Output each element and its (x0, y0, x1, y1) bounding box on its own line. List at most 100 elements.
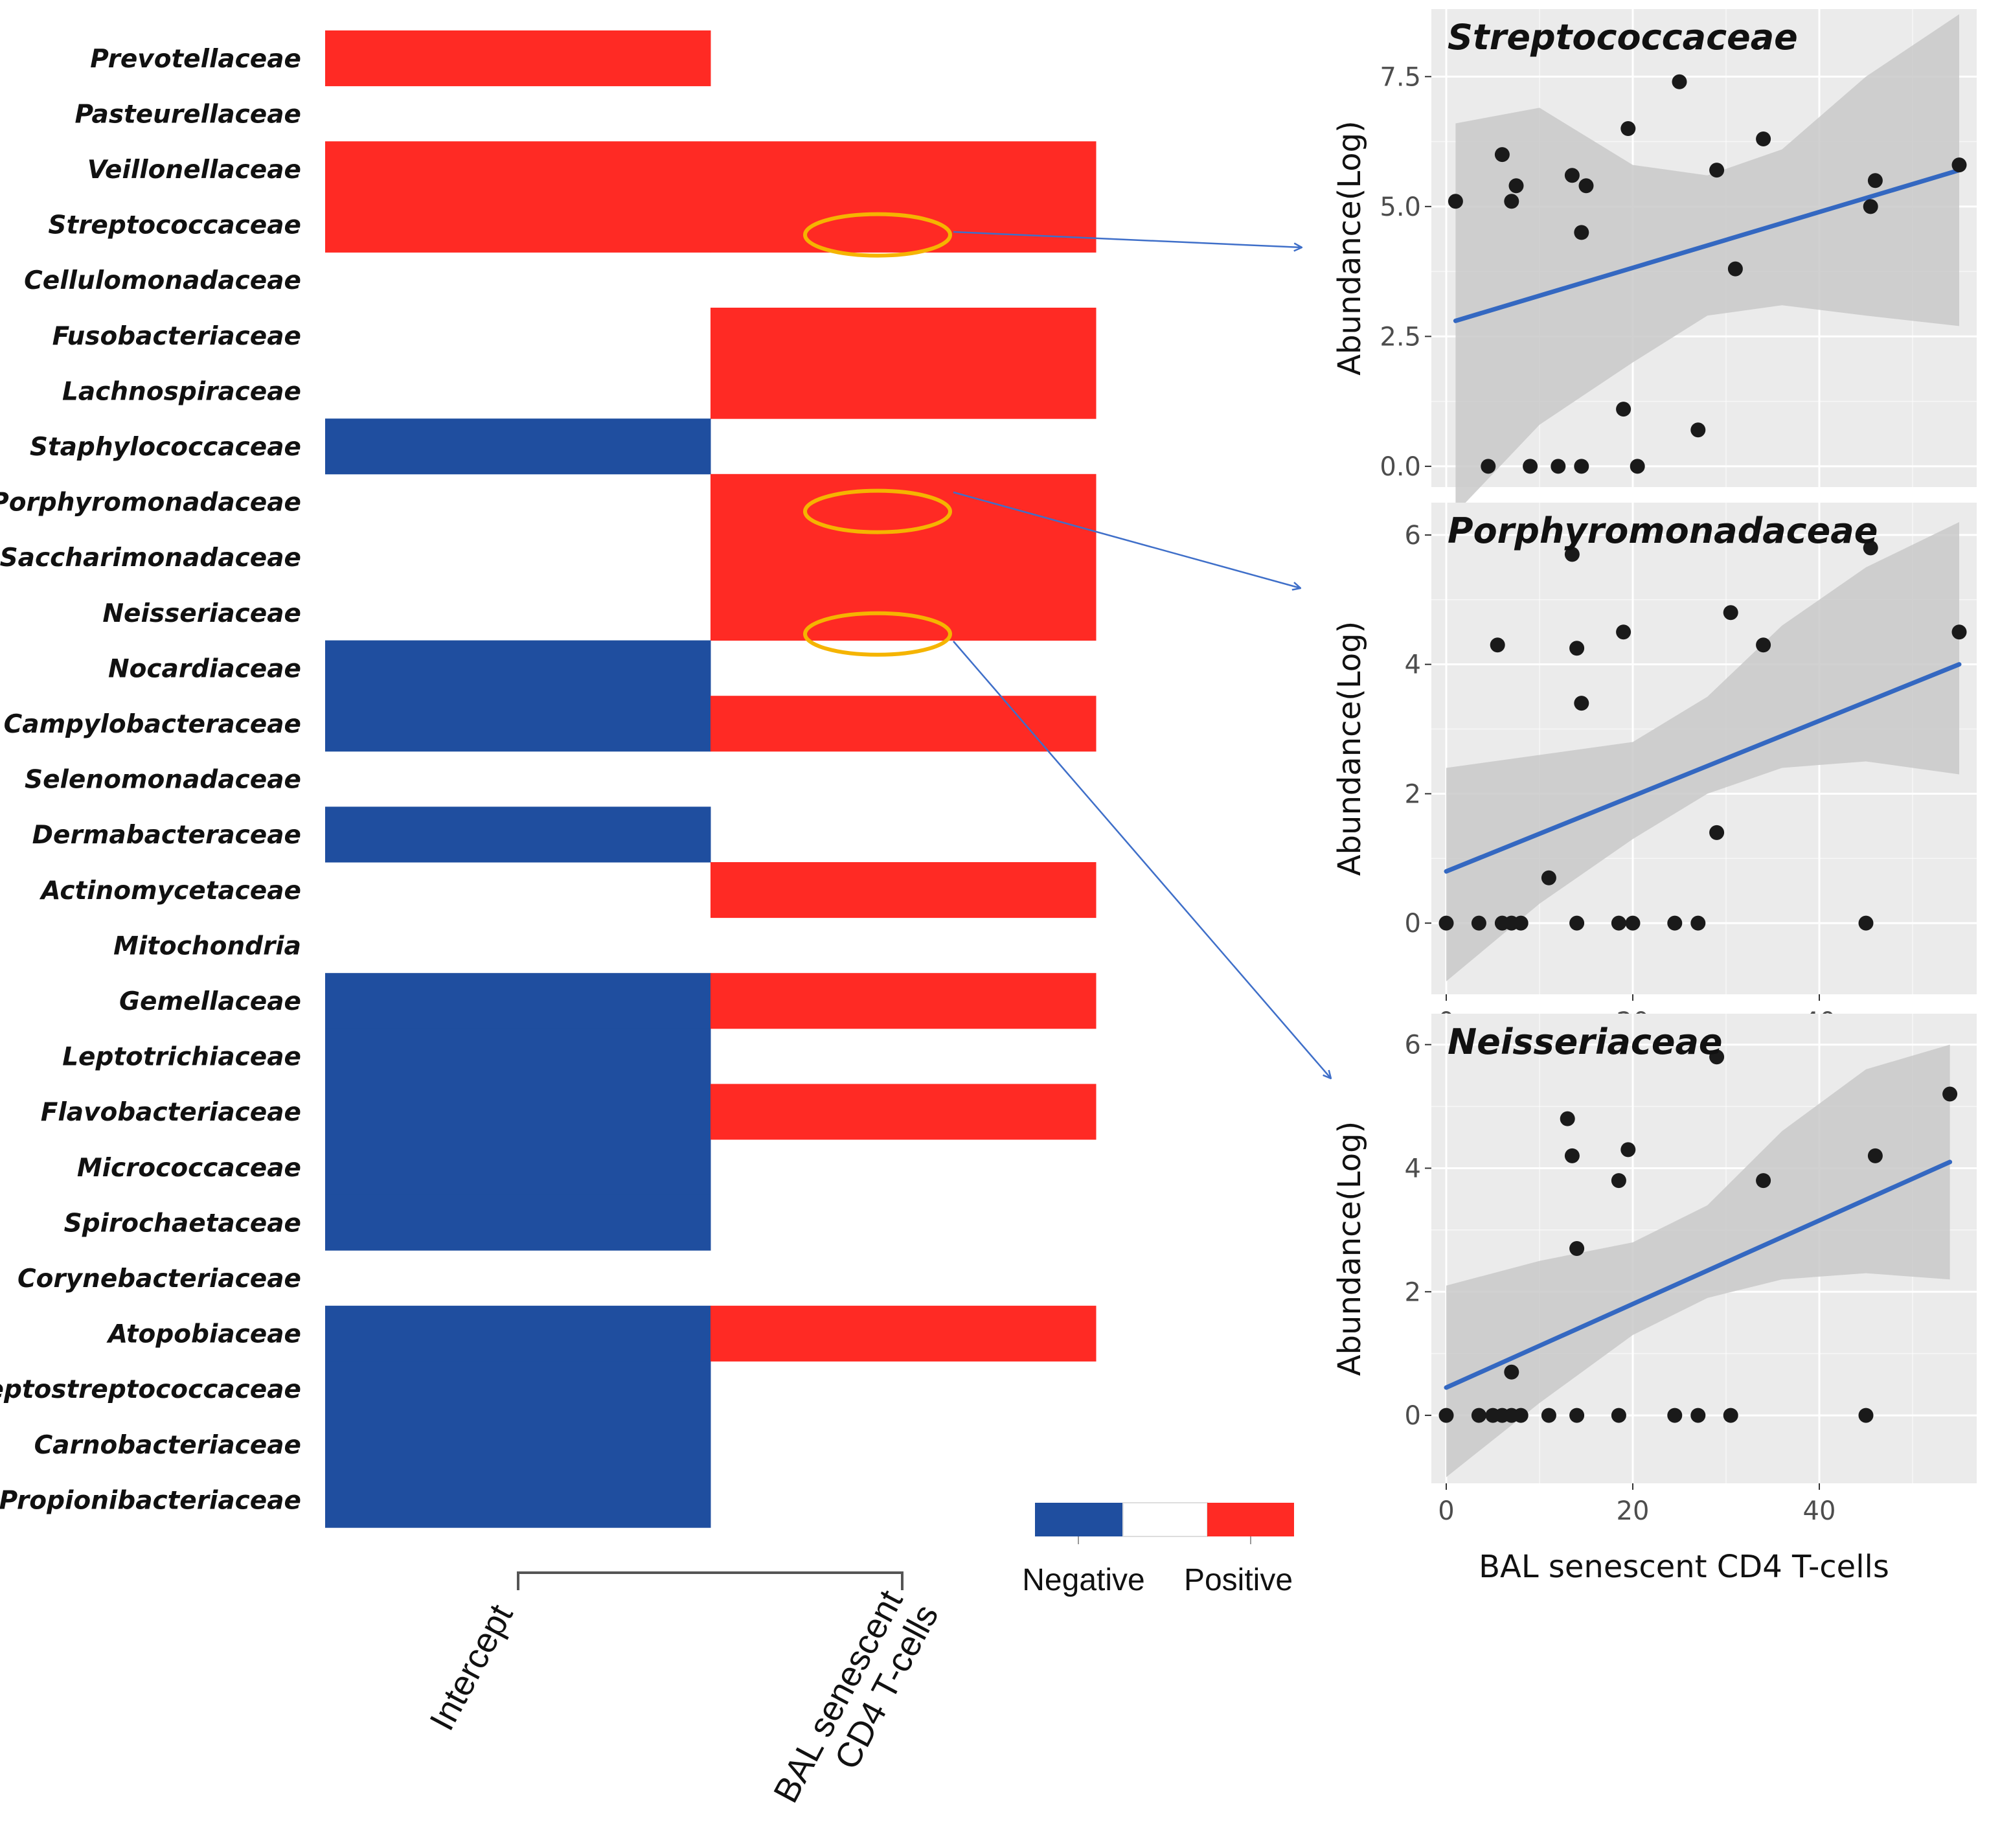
cell-campylobacteraceae-intercept (325, 696, 711, 752)
data-point (1551, 459, 1566, 474)
arrow-streptococcaceae (953, 231, 1302, 247)
cell-gemellaceae-intercept (325, 973, 711, 1029)
data-point (1578, 178, 1594, 194)
data-point (1667, 1408, 1683, 1423)
cell-flavobacteriaceae-bal (710, 1084, 1097, 1140)
family-label-propionibacteriaceae: Propionibacteriaceae (0, 1486, 301, 1515)
cell-nocardiaceae-intercept (325, 640, 711, 696)
data-point (1560, 1111, 1575, 1126)
cell-lachnospiraceae-bal (710, 363, 1097, 419)
data-point (1942, 1086, 1958, 1102)
data-point (1541, 1408, 1556, 1423)
panel-streptococcaceae: 0.0 2.5 5.0 7.5 Streptococcaceae Abundance(Lo… (1332, 9, 1977, 514)
family-label-selenomonadaceae: Selenomonadaceae (25, 766, 301, 795)
family-label-atopobiaceae: Atopobiaceae (106, 1320, 301, 1349)
data-point (1690, 1408, 1706, 1423)
data-point (1690, 422, 1706, 438)
data-point (1611, 1408, 1626, 1423)
data-point (1863, 540, 1878, 556)
data-point (1481, 459, 1496, 474)
family-label-actinomycetaceae: Actinomycetaceae (39, 876, 301, 906)
data-point (1951, 624, 1967, 640)
data-point (1727, 261, 1743, 277)
cell-streptococcaceae-intercept (325, 196, 711, 253)
panel-title: Porphyromonadaceae (1448, 510, 1878, 551)
data-point (1630, 459, 1645, 474)
cell-veillonellaceae-intercept (325, 141, 711, 198)
data-point (1438, 915, 1454, 931)
data-point (1574, 696, 1589, 711)
data-point (1564, 1148, 1580, 1163)
data-point (1756, 131, 1771, 147)
confidence-band (1446, 1044, 1950, 1477)
data-point (1448, 194, 1463, 209)
family-label-veillonellaceae: Veillonellaceae (87, 155, 301, 185)
confidence-band (1446, 521, 1959, 982)
y-tick-label: 5.0 (1380, 192, 1421, 222)
data-point (1541, 870, 1556, 885)
data-point (1690, 915, 1706, 931)
family-label-porphyromonadaceae: Porphyromonadaceae (0, 488, 301, 518)
family-label-lachnospiraceae: Lachnospiraceae (62, 377, 301, 406)
y-axis-label: Abundance(Log) (1332, 1121, 1368, 1376)
legend-swatch-neutral (1122, 1502, 1208, 1537)
cell-actinomycetaceae-bal (710, 862, 1097, 918)
highlight-neisseriaceae (803, 611, 952, 657)
y-tick-label: 0 (1405, 909, 1421, 939)
x-tick-label: 0 (1438, 1496, 1454, 1526)
data-point (1723, 605, 1738, 621)
cell-carnobacteriaceae-intercept (325, 1417, 711, 1473)
color-legend: Negative Positive (1022, 1502, 1294, 1597)
data-point (1611, 1173, 1626, 1189)
regression-line (1444, 662, 1962, 874)
family-label-leptotrichiaceae: Leptotrichiaceae (62, 1043, 301, 1072)
scatter-panels: 0.0 2.5 5.0 7.5 Streptococcaceae Abundance(Lo… (1332, 9, 1977, 1526)
data-point (1569, 1408, 1585, 1423)
y-tick-label: 6 (1405, 1031, 1421, 1060)
data-point (1858, 1408, 1874, 1423)
cell-micrococcaceae-intercept (325, 1139, 711, 1196)
legend-swatch-positive (1207, 1503, 1294, 1536)
family-label-pasteurellaceae: Pasteurellaceae (74, 100, 301, 129)
y-tick-label: 0.0 (1380, 452, 1421, 482)
data-point (1438, 1408, 1454, 1423)
data-point (1574, 225, 1589, 240)
data-point (1709, 825, 1725, 840)
data-point (1709, 1049, 1725, 1065)
panel-title: Neisseriaceae (1448, 1021, 1723, 1062)
data-point (1490, 637, 1505, 653)
data-point (1513, 1408, 1529, 1423)
x-tick-label: 20 (1617, 1496, 1650, 1526)
column-axis: Intercept BAL senescent CD4 T-cells (422, 1571, 946, 1809)
connector-arrows (953, 231, 1331, 1078)
data-point (1523, 459, 1538, 474)
data-point (1667, 915, 1683, 931)
data-point (1858, 915, 1874, 931)
cell-prevotellaceae-intercept (325, 30, 711, 87)
data-point (1616, 624, 1631, 640)
family-label-staphylococcaceae: Staphylococcaceae (30, 433, 301, 462)
cell-campylobacteraceae-bal (710, 696, 1097, 752)
family-label-peptostreptococcaceae: Peptostreptococcaceae (0, 1375, 301, 1404)
data-point (1471, 915, 1486, 931)
y-tick-label: 4 (1405, 1154, 1421, 1183)
family-labels: Prevotellaceae Pasteurellaceae Veillonella… (0, 45, 301, 1516)
data-point (1756, 637, 1771, 653)
data-point (1504, 1364, 1519, 1380)
column-label-intercept: Intercept (422, 1598, 521, 1737)
confidence-band (1455, 14, 1959, 514)
y-tick-label: 0 (1405, 1401, 1421, 1431)
family-label-fusobacteriaceae: Fusobacteriaceae (52, 322, 301, 351)
y-tick-label: 2 (1405, 1277, 1421, 1307)
data-point (1564, 547, 1580, 562)
data-point (1508, 178, 1524, 194)
cell-peptostreptococcaceae-intercept (325, 1361, 711, 1417)
data-point (1504, 194, 1519, 209)
cell-porphyromonadaceae-bal (710, 473, 1097, 530)
cell-propionibacteriaceae-intercept (325, 1472, 711, 1528)
family-label-campylobacteraceae: Campylobacteraceae (4, 710, 301, 739)
data-point (1863, 199, 1878, 214)
shared-x-axis-label: BAL senescent CD4 T-cells (1479, 1549, 1889, 1585)
cell-streptococcaceae-bal (710, 196, 1097, 253)
